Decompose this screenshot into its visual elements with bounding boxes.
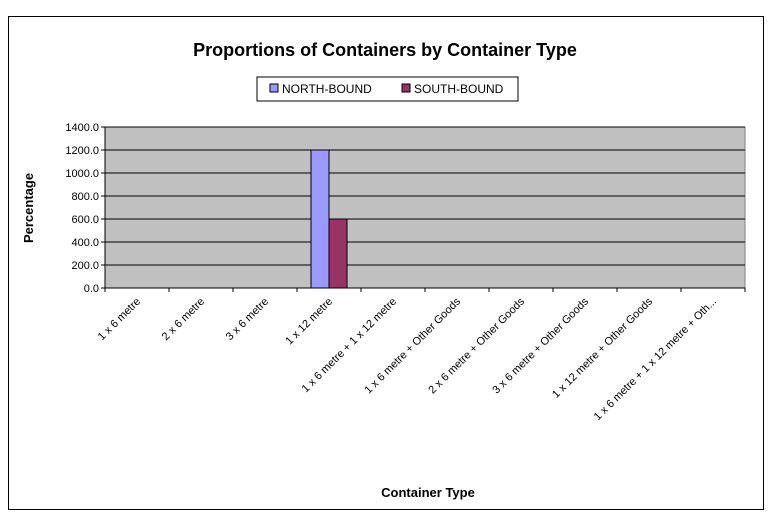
legend-swatch-north-bound	[269, 83, 279, 93]
y-tick-label: 800.0	[71, 191, 99, 203]
legend-swatch-south-bound	[401, 83, 411, 93]
plot-background	[104, 126, 746, 289]
chart-title: Proportions of Containers by Container T…	[193, 40, 577, 60]
y-tick-label: 200.0	[71, 260, 99, 272]
y-tick-label: 1200.0	[65, 145, 99, 157]
y-tick-label: 1400.0	[65, 122, 99, 134]
x-tick-label: 1 x 6 metre	[96, 296, 143, 343]
legend-label-south-bound: SOUTH-BOUND	[414, 82, 504, 96]
bar-south-bound	[328, 218, 348, 289]
legend-box	[256, 76, 519, 102]
y-tick-label: 1000.0	[65, 168, 99, 180]
y-axis-title: Percentage	[21, 173, 36, 243]
y-tick-label: 600.0	[71, 214, 99, 226]
legend-label-north-bound: NORTH-BOUND	[282, 82, 372, 96]
x-tick-label: 2 x 6 metre	[160, 296, 207, 343]
x-axis-title: Container Type	[381, 485, 475, 500]
x-axis-ticks: 1 x 6 metre 2 x 6 metre 3 x 6 metre 1 x 12 …	[96, 288, 746, 423]
y-tick-label: 400.0	[71, 237, 99, 249]
x-tick-label: 3 x 6 metre	[224, 296, 271, 343]
y-tick-label: 0.0	[84, 283, 99, 295]
y-axis-ticks: 0.0 200.0 400.0 600.0 800.0 1000.0 1200.0 1400.…	[65, 122, 105, 295]
x-tick-label: 1 x 6 metre + 1 x 12 metre + Oth...	[592, 296, 719, 423]
plot-area	[104, 126, 746, 289]
bars	[310, 149, 348, 289]
legend: NORTH-BOUND SOUTH-BOUND	[256, 76, 519, 102]
bar-north-bound	[310, 149, 330, 289]
x-tick-label: 1 x 12 metre	[283, 296, 335, 348]
